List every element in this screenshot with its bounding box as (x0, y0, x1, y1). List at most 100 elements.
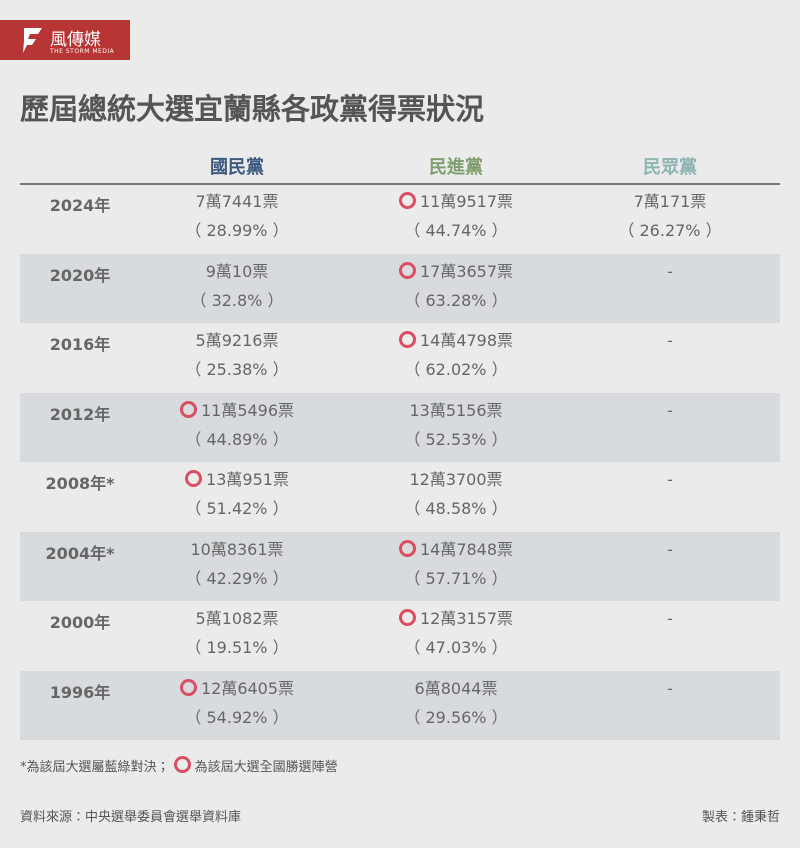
votes: 7萬171票 (633, 192, 707, 211)
year: 2016年 (49, 335, 111, 354)
percentage: （ 51.42% ） (185, 499, 289, 518)
table-row: 2004年* 10萬8361票 （ 42.29% ） 14萬7848票 （ 57.71%… (20, 531, 780, 601)
winner-icon (398, 331, 416, 348)
percentage: （ 54.92% ） (185, 707, 289, 727)
cell-line: - (570, 262, 770, 291)
table-cell: 5萬1082票 （ 19.51% ） (137, 609, 337, 667)
winner-icon (179, 678, 197, 696)
votes: - (667, 678, 673, 698)
logo-name: 風傳媒 (50, 30, 101, 50)
table-row: 2024年 7萬7441票 （ 28.99% ） 11萬9517票 （ 44.74% ）… (20, 184, 780, 254)
percentage: （ 62.02% ） (404, 360, 508, 379)
table-cell: - (570, 679, 770, 708)
percentage: （ 63.28% ） (404, 290, 508, 310)
column-header: 民進黨 (429, 157, 483, 178)
table-cell: 6萬8044票 （ 29.56% ） (356, 679, 556, 737)
author: 製表：鍾秉哲 (701, 810, 780, 825)
cell-line: （ 52.53% ） (356, 430, 556, 459)
votes: 13萬5156票 (409, 400, 503, 420)
percentage: （ 29.56% ） (404, 707, 508, 727)
table-cell: 12萬3157票 （ 47.03% ） (356, 609, 556, 667)
cell-line: 10萬8361票 (137, 540, 337, 569)
cell-line: （ 44.89% ） (137, 430, 337, 459)
cell-line: 6萬8044票 (356, 679, 556, 708)
percentage: （ 47.03% ） (404, 638, 508, 657)
percentage: （ 52.53% ） (404, 429, 508, 449)
table-cell: 12萬6405票 （ 54.92% ） (137, 678, 337, 737)
percentage: （ 26.27% ） (618, 221, 722, 240)
cell-line: （ 25.38% ） (137, 360, 337, 389)
votes: - (667, 539, 673, 559)
percentage: （ 19.51% ） (185, 638, 289, 657)
year: 1996年 (49, 682, 111, 702)
votes: - (667, 609, 673, 628)
table-cell: 11萬9517票 （ 44.74% ） (356, 192, 556, 250)
cell-line: （ 51.42% ） (137, 499, 337, 528)
votes: 14萬4798票 (419, 331, 514, 350)
votes: 11萬5496票 (200, 400, 295, 420)
column-header: 民眾黨 (643, 157, 697, 178)
year: 2000年 (49, 613, 111, 632)
cell-line: - (570, 331, 770, 360)
percentage: （ 25.38% ） (185, 360, 289, 379)
votes: 7萬7441票 (195, 192, 279, 211)
table-cell: 5萬9216票 （ 25.38% ） (137, 331, 337, 389)
cell-line: - (570, 470, 770, 499)
cell-line: 12萬3700票 (356, 470, 556, 499)
votes: 17萬3657票 (419, 261, 514, 281)
table-cell: - (570, 470, 770, 499)
votes: - (667, 470, 673, 489)
logo-tagline: THE STORM MEDIA (50, 48, 115, 55)
cell-line: 12萬6405票 (137, 678, 337, 708)
winner-icon (179, 400, 197, 418)
table-row: 2012年 11萬5496票 （ 44.89% ） 13萬5156票 （ 52.53% … (20, 392, 780, 462)
winner-icon (398, 192, 416, 209)
winner-icon (185, 470, 203, 487)
table-cell: 7萬7441票 （ 28.99% ） (137, 192, 337, 250)
votes: 13萬951票 (206, 470, 289, 489)
table-cell: - (570, 401, 770, 430)
cell-line: 13萬951票 (137, 470, 337, 499)
cell-line: 11萬5496票 (137, 400, 337, 430)
cell-line: （ 19.51% ） (137, 638, 337, 667)
winner-icon (398, 261, 416, 279)
year: 2012年 (49, 404, 111, 424)
table-row: 1996年 12萬6405票 （ 54.92% ） 6萬8044票 （ 29.56% ）… (20, 670, 780, 740)
votes: 12萬3157票 (419, 609, 514, 628)
votes: - (667, 400, 673, 420)
table-cell: 13萬5156票 （ 52.53% ） (356, 401, 556, 459)
votes: - (667, 261, 673, 281)
cell-line: 5萬1082票 (137, 609, 337, 638)
percentage: （ 44.74% ） (404, 221, 508, 240)
column-header: 國民黨 (210, 157, 264, 178)
cell-line: 14萬7848票 (356, 539, 556, 569)
table-cell: - (570, 609, 770, 638)
cell-line: 13萬5156票 (356, 401, 556, 430)
table-cell: 7萬171票 （ 26.27% ） (570, 192, 770, 250)
cell-line: （ 28.99% ） (137, 221, 337, 250)
table-row: 2020年 9萬10票 （ 32.8% ） 17萬3657票 （ 63.28% ） - (20, 253, 780, 323)
year: 2008年* (45, 474, 115, 493)
cell-line: 14萬4798票 (356, 331, 556, 360)
cell-line: （ 48.58% ） (356, 499, 556, 528)
table-cell: 14萬7848票 （ 57.71% ） (356, 539, 556, 598)
percentage: （ 42.29% ） (185, 568, 289, 588)
percentage: （ 57.71% ） (404, 568, 508, 588)
cell-line: 12萬3157票 (356, 609, 556, 638)
votes: 5萬9216票 (195, 331, 279, 350)
table-cell: - (570, 540, 770, 569)
cell-line: （ 32.8% ） (137, 291, 337, 320)
cell-line: （ 29.56% ） (356, 708, 556, 737)
table-cell: 10萬8361票 （ 42.29% ） (137, 540, 337, 598)
table-header: 國民黨 民進黨 民眾黨 (20, 153, 780, 185)
logo: 風傳媒 THE STORM MEDIA (0, 20, 130, 60)
year: 2020年 (49, 265, 111, 285)
votes: 10萬8361票 (190, 539, 284, 559)
table-cell: 9萬10票 （ 32.8% ） (137, 262, 337, 320)
table-row: 2000年 5萬1082票 （ 19.51% ） 12萬3157票 （ 47.03% ）… (20, 601, 780, 671)
winner-icon (398, 609, 416, 626)
cell-line: （ 63.28% ） (356, 291, 556, 320)
percentage: （ 48.58% ） (404, 499, 508, 518)
cell-line: 17萬3657票 (356, 261, 556, 291)
